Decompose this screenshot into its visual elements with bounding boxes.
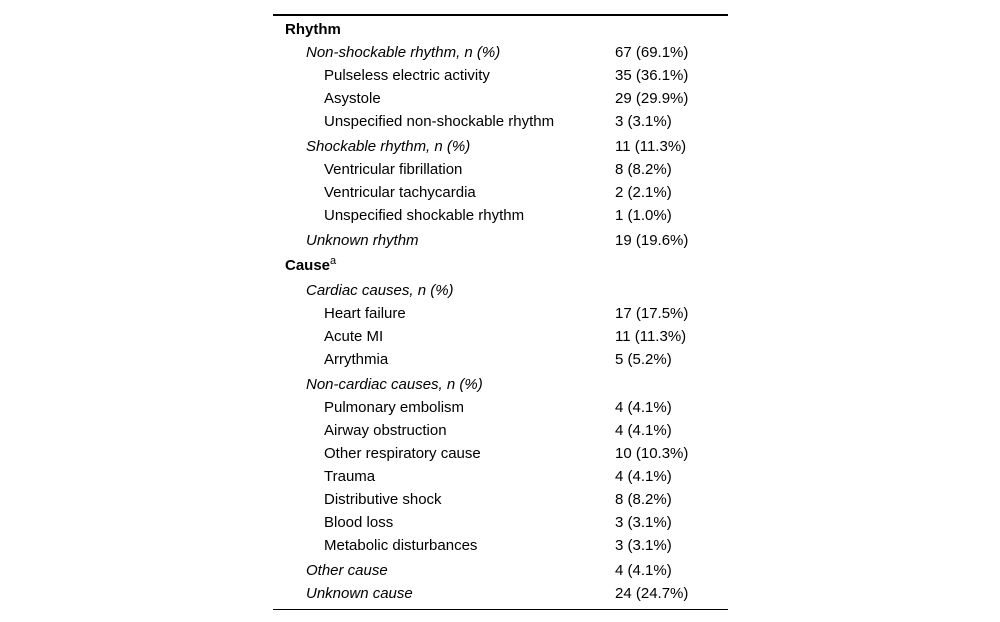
table-row: Unspecified non-shockable rhythm 3 (3.1%) <box>273 110 728 133</box>
table-row: Pulseless electric activity 35 (36.1%) <box>273 64 728 87</box>
row-value: 10 (10.3%) <box>615 445 689 462</box>
row-label: Trauma <box>324 468 376 485</box>
row-value: 24 (24.7%) <box>615 585 689 602</box>
row-value: 3 (3.1%) <box>615 514 672 531</box>
table-row: Arrythmia 5 (5.2%) <box>273 348 728 371</box>
row-label: Airway obstruction <box>324 422 447 439</box>
row-value: 4 (4.1%) <box>615 562 672 579</box>
table-row: Distributive shock 8 (8.2%) <box>273 488 728 511</box>
row-label: Causea <box>285 255 337 275</box>
row-label: Arrythmia <box>324 351 389 368</box>
row-label: Distributive shock <box>324 491 442 508</box>
row-value: 8 (8.2%) <box>615 491 672 508</box>
row-label: Other cause <box>306 562 388 579</box>
table-row: Cardiac causes, n (%) <box>273 279 728 302</box>
row-label: Unknown rhythm <box>306 232 419 249</box>
table-row: Other cause 4 (4.1%) <box>273 559 728 582</box>
table-row: Trauma 4 (4.1%) <box>273 465 728 488</box>
patient-characteristics-table: Rhythm Non-shockable rhythm, n (%) 67 (69.… <box>273 14 728 610</box>
row-label: Blood loss <box>324 514 394 531</box>
row-value: 17 (17.5%) <box>615 305 689 322</box>
row-label: Unspecified shockable rhythm <box>324 207 525 224</box>
row-label: Unspecified non-shockable rhythm <box>324 113 555 130</box>
table-row: Non-shockable rhythm, n (%) 67 (69.1%) <box>273 41 728 64</box>
row-label: Asystole <box>324 90 381 107</box>
row-label: Pulseless electric activity <box>324 67 490 84</box>
row-value: 4 (4.1%) <box>615 399 672 416</box>
row-label: Pulmonary embolism <box>324 399 465 416</box>
table-row: Heart failure 17 (17.5%) <box>273 302 728 325</box>
table-row: Unspecified shockable rhythm 1 (1.0%) <box>273 204 728 227</box>
row-label: Metabolic disturbances <box>324 537 478 554</box>
row-label: Non-cardiac causes, n (%) <box>306 376 483 393</box>
row-value: 35 (36.1%) <box>615 67 689 84</box>
table-row: Causea <box>273 254 728 277</box>
table-row: Rhythm <box>273 18 728 41</box>
table-row: Ventricular fibrillation 8 (8.2%) <box>273 158 728 181</box>
table-row: Pulmonary embolism 4 (4.1%) <box>273 396 728 419</box>
row-label: Ventricular fibrillation <box>324 161 463 178</box>
row-label: Shockable rhythm, n (%) <box>306 138 471 155</box>
row-value: 4 (4.1%) <box>615 422 672 439</box>
row-label: Cardiac causes, n (%) <box>306 282 454 299</box>
row-label: Non-shockable rhythm, n (%) <box>306 44 501 61</box>
row-value: 5 (5.2%) <box>615 351 672 368</box>
table-row: Airway obstruction 4 (4.1%) <box>273 419 728 442</box>
table-row: Asystole 29 (29.9%) <box>273 87 728 110</box>
table-row: Unknown rhythm 19 (19.6%) <box>273 229 728 252</box>
row-label: Other respiratory cause <box>324 445 481 462</box>
row-value: 29 (29.9%) <box>615 90 689 107</box>
table-row: Ventricular tachycardia 2 (2.1%) <box>273 181 728 204</box>
table-row: Metabolic disturbances 3 (3.1%) <box>273 534 728 557</box>
row-label: Rhythm <box>285 21 341 38</box>
row-label: Ventricular tachycardia <box>324 184 476 201</box>
row-value: 11 (11.3%) <box>615 138 687 155</box>
row-value: 2 (2.1%) <box>615 184 672 201</box>
row-label: Acute MI <box>324 328 384 345</box>
row-value: 4 (4.1%) <box>615 468 672 485</box>
row-value: 3 (3.1%) <box>615 113 672 130</box>
table-rows: Rhythm Non-shockable rhythm, n (%) 67 (69.… <box>273 18 728 605</box>
row-value: 1 (1.0%) <box>615 207 672 224</box>
row-value: 19 (19.6%) <box>615 232 689 249</box>
row-value: 11 (11.3%) <box>615 328 687 345</box>
row-value: 3 (3.1%) <box>615 537 672 554</box>
row-label: Unknown cause <box>306 585 413 602</box>
row-value: 67 (69.1%) <box>615 44 689 61</box>
table-row: Unknown cause 24 (24.7%) <box>273 582 728 605</box>
row-value: 8 (8.2%) <box>615 161 672 178</box>
row-label: Heart failure <box>324 305 406 322</box>
table-row: Non-cardiac causes, n (%) <box>273 373 728 396</box>
table-row: Shockable rhythm, n (%) 11 (11.3%) <box>273 135 728 158</box>
footnote-marker: a <box>330 255 337 267</box>
table-row: Other respiratory cause 10 (10.3%) <box>273 442 728 465</box>
table-row: Acute MI 11 (11.3%) <box>273 325 728 348</box>
table-row: Blood loss 3 (3.1%) <box>273 511 728 534</box>
